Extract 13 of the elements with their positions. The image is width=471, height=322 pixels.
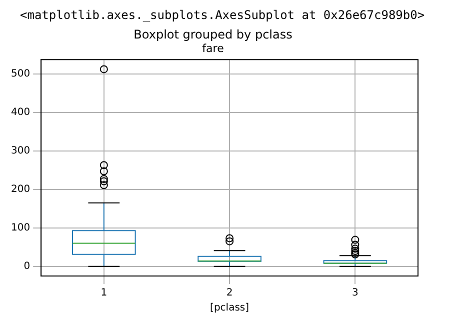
x-tick-label: 2	[226, 288, 233, 299]
chart-subtitle: fare	[202, 42, 224, 55]
y-tick-label: 300	[10, 145, 30, 156]
x-tick-label: 3	[352, 288, 358, 299]
y-tick-label: 0	[24, 260, 30, 272]
x-tick-label: 1	[100, 288, 108, 299]
chart-title: Boxplot grouped by pclass	[134, 27, 292, 42]
y-tick-label: 200	[10, 184, 30, 195]
text: <matplotlib.axes._subplots.AxesSubplot at 0x26e67c989b0>	[20, 8, 426, 22]
y-tick-label: 400	[10, 106, 30, 118]
y-tick-label: 500	[10, 68, 30, 80]
x-axis-title: [pclass]	[210, 302, 250, 314]
y-tick-label: 100	[10, 222, 30, 234]
